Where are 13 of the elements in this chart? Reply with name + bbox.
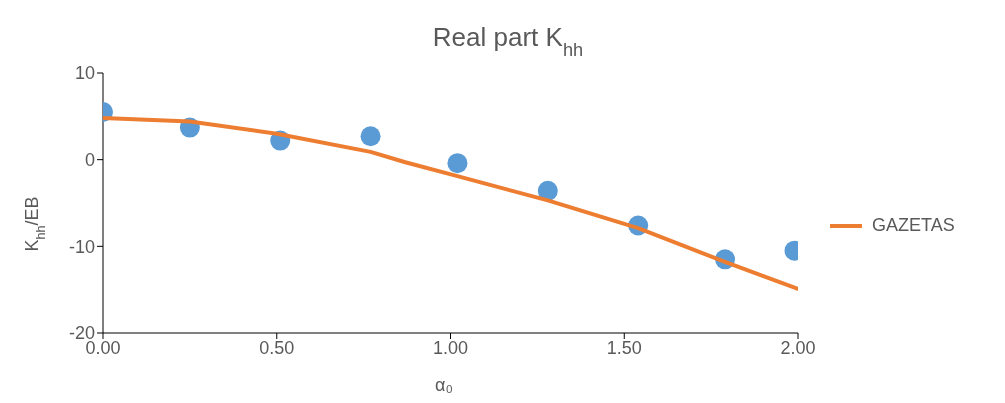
x-tick-label: 1.50: [606, 337, 642, 358]
y-tick-label: 10: [74, 63, 95, 84]
y-tick-label: 0: [84, 150, 95, 171]
point: [360, 126, 381, 147]
chart-title: Real part K$_{hh}$: [432, 22, 584, 60]
legend-label: GAZETAS: [872, 215, 955, 236]
y-tick-label: -10: [68, 236, 95, 257]
point: [447, 153, 468, 174]
x-axis-title: α₀: [435, 375, 453, 395]
x-tick-label: 2.00: [780, 337, 816, 358]
x-tick-label: 0.50: [259, 337, 295, 358]
x-tick-label: 1.00: [432, 337, 469, 358]
point: [537, 180, 558, 201]
